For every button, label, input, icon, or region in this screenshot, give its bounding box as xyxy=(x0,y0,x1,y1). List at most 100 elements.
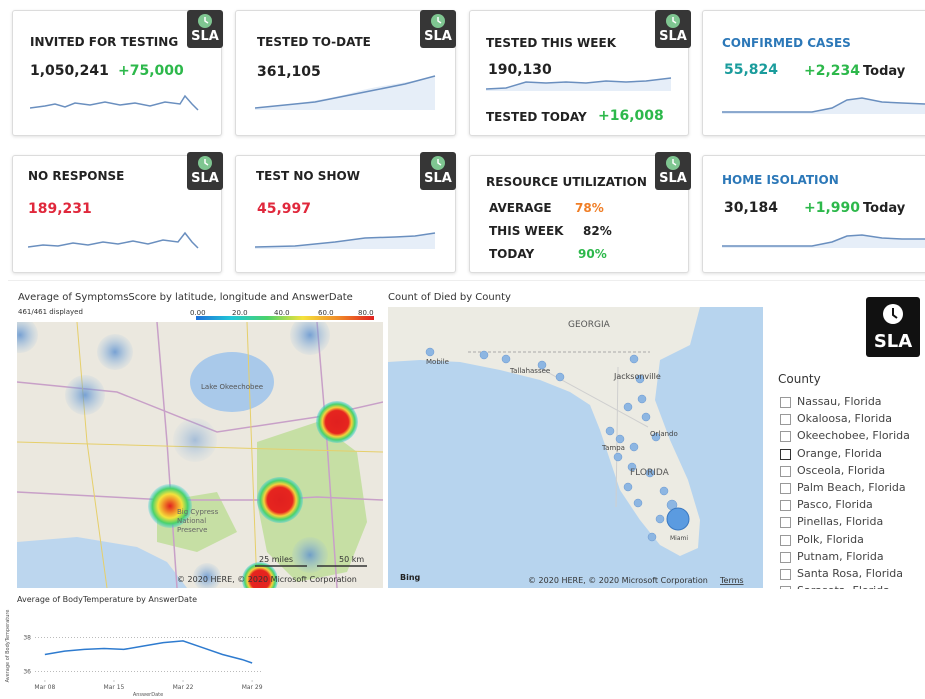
checkbox[interactable] xyxy=(780,517,791,528)
row-label: TODAY xyxy=(489,246,534,262)
slicer-item[interactable]: Polk, Florida xyxy=(797,532,864,548)
card-title: TESTED THIS WEEK xyxy=(486,35,616,51)
slicer-item[interactable]: Nassau, Florida xyxy=(797,394,882,410)
card-value: 1,050,241 xyxy=(30,63,109,79)
checkbox[interactable] xyxy=(780,431,791,442)
map-label: Orlando xyxy=(650,430,678,438)
card-period: Today xyxy=(863,201,905,217)
checkbox[interactable] xyxy=(780,483,791,494)
sla-label: SLA xyxy=(420,30,456,44)
sla-label: SLA xyxy=(655,172,691,186)
provider: Bing xyxy=(400,573,421,582)
visual-title: Count of Died by County xyxy=(388,290,511,306)
card-change: +2,234 xyxy=(804,63,860,79)
map-label: Tampa xyxy=(601,444,625,452)
sparkline xyxy=(28,230,200,252)
sla-icon: SLA xyxy=(866,297,920,357)
card-period: Today xyxy=(863,64,905,80)
card-change: +1,990 xyxy=(804,200,860,216)
row-label: THIS WEEK xyxy=(489,223,563,239)
sla-badge: SLA xyxy=(655,152,691,190)
sparkline xyxy=(255,70,437,112)
sla-label: SLA xyxy=(420,172,456,186)
sparkline xyxy=(722,230,925,248)
checkbox[interactable] xyxy=(780,466,791,477)
checkbox[interactable] xyxy=(780,449,791,460)
x-tick-label: Mar 29 xyxy=(242,684,263,691)
map-label: Miami xyxy=(670,535,688,542)
card-title: TESTED TO-DATE xyxy=(257,34,371,50)
card-value: 55,824 xyxy=(724,62,778,78)
card-title: INVITED FOR TESTING xyxy=(30,34,178,50)
sub-change: +16,008 xyxy=(598,108,664,124)
card-change: +75,000 xyxy=(118,63,184,79)
map-label: FLORIDA xyxy=(630,468,670,478)
sparkline xyxy=(255,228,437,250)
map-label: Tallahassee xyxy=(509,367,550,375)
checkbox[interactable] xyxy=(780,552,791,563)
card-value: 30,184 xyxy=(724,200,778,216)
status: 461/461 displayed xyxy=(18,304,83,320)
map-label: Preserve xyxy=(177,526,207,534)
x-tick-label: Mar 08 xyxy=(34,684,55,691)
row-value: 90% xyxy=(578,246,607,262)
sla-label: SLA xyxy=(655,30,691,44)
map-label: GEORGIA xyxy=(568,320,611,330)
card-title: TEST NO SHOW xyxy=(256,168,360,184)
copyright: © 2020 HERE, © 2020 Microsoft Corporatio… xyxy=(177,575,357,584)
map-label: Mobile xyxy=(426,358,449,366)
slicer-item[interactable]: Putnam, Florida xyxy=(797,549,884,565)
slicer-item[interactable]: Okeechobee, Florida xyxy=(797,428,910,444)
heat-legend xyxy=(196,316,374,320)
checkbox[interactable] xyxy=(780,500,791,511)
sla-badge: SLA xyxy=(420,10,456,48)
x-tick-label: Mar 15 xyxy=(104,684,125,691)
card-value: 189,231 xyxy=(28,201,92,217)
checkbox[interactable] xyxy=(780,535,791,546)
card-title: CONFIRMED CASES xyxy=(722,35,851,51)
slicer-item[interactable]: Osceola, Florida xyxy=(797,463,885,479)
sparkline xyxy=(722,92,925,114)
checkbox[interactable] xyxy=(780,586,791,589)
series-line xyxy=(45,641,252,663)
x-tick-label: Mar 22 xyxy=(173,684,194,691)
slicer-item[interactable]: Pinellas, Florida xyxy=(797,514,883,530)
card-title: RESOURCE UTILIZATION xyxy=(486,174,647,190)
sla-badge: SLA xyxy=(655,10,691,48)
separator xyxy=(8,280,925,281)
slicer-item[interactable]: Santa Rosa, Florida xyxy=(797,566,903,582)
row-label: AVERAGE xyxy=(489,200,552,216)
y-tick-label: 36 xyxy=(23,669,31,676)
scale-label: 50 km xyxy=(339,555,364,564)
sub-label: TESTED TODAY xyxy=(486,109,587,125)
sla-label: SLA xyxy=(187,172,223,186)
sla-label: SLA xyxy=(187,30,223,44)
slicer-item[interactable]: Pasco, Florida xyxy=(797,497,873,513)
slicer-item[interactable]: Orange, Florida xyxy=(797,446,882,462)
x-axis-label: AnswerDate xyxy=(133,692,163,698)
slicer-item[interactable]: Palm Beach, Florida xyxy=(797,480,906,496)
y-tick-label: 38 xyxy=(23,635,31,642)
copyright: © 2020 HERE, © 2020 Microsoft Corporatio… xyxy=(528,576,708,585)
checkbox[interactable] xyxy=(780,397,791,408)
line-chart: Average of BodyTemperature AnswerDate 36… xyxy=(0,600,280,699)
slicer-title: County xyxy=(778,371,821,387)
county-map: GEORGIA Mobile Tallahassee Jacksonville … xyxy=(388,307,763,588)
sla-label: SLA xyxy=(866,331,920,352)
slicer-item[interactable]: Sarasota, Florida xyxy=(797,583,890,589)
sparkline xyxy=(486,74,672,92)
row-value: 78% xyxy=(575,200,604,216)
terms-link[interactable]: Terms xyxy=(719,576,744,585)
card-title: HOME ISOLATION xyxy=(722,172,839,188)
row-value: 82% xyxy=(583,223,612,239)
card-title: NO RESPONSE xyxy=(28,168,124,184)
heat-map: Lake Okeechobee Big Cypress National Pre… xyxy=(17,322,383,588)
map-label: Big Cypress xyxy=(177,508,219,516)
slicer-item[interactable]: Okaloosa, Florida xyxy=(797,411,892,427)
checkbox[interactable] xyxy=(780,569,791,580)
checkbox[interactable] xyxy=(780,414,791,425)
sla-badge: SLA xyxy=(420,152,456,190)
map-label: Jacksonville xyxy=(613,372,661,381)
y-axis-label: Average of BodyTemperature xyxy=(5,610,11,683)
